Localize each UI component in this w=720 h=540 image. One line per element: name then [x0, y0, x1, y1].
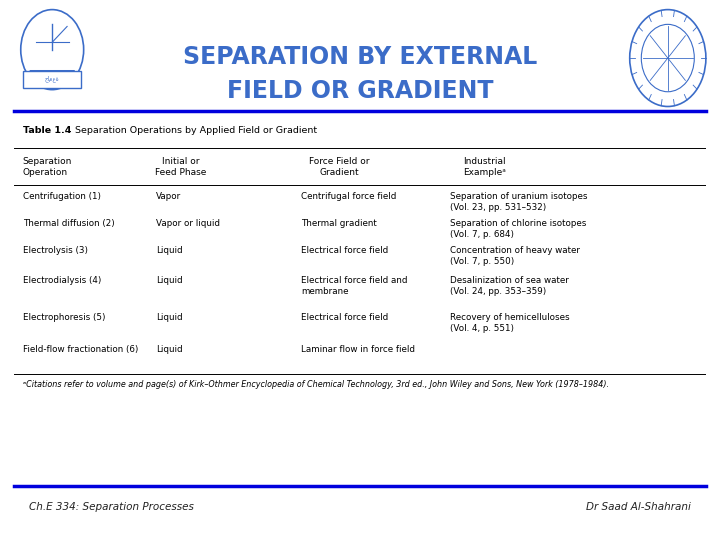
Text: Separation Operations by Applied Field or Gradient: Separation Operations by Applied Field o…	[66, 126, 317, 135]
Text: Liquid: Liquid	[156, 276, 183, 285]
Text: Electrolysis (3): Electrolysis (3)	[23, 246, 88, 255]
Text: Concentration of heavy water
(Vol. 7, p. 550): Concentration of heavy water (Vol. 7, p.…	[450, 246, 580, 266]
Text: Electrical force field: Electrical force field	[301, 246, 389, 255]
Text: Centrifugation (1): Centrifugation (1)	[23, 192, 101, 201]
Text: Thermal diffusion (2): Thermal diffusion (2)	[23, 219, 114, 228]
Text: FIELD OR GRADIENT: FIELD OR GRADIENT	[227, 79, 493, 103]
Text: Laminar flow in force field: Laminar flow in force field	[301, 345, 415, 354]
Text: Table 1.4: Table 1.4	[23, 126, 71, 135]
Text: Thermal gradient: Thermal gradient	[301, 219, 377, 228]
Text: Vapor or liquid: Vapor or liquid	[156, 219, 220, 228]
Bar	[23, 71, 81, 87]
Text: Recovery of hemicelluloses
(Vol. 4, p. 551): Recovery of hemicelluloses (Vol. 4, p. 5…	[450, 313, 570, 333]
Text: Liquid: Liquid	[156, 246, 183, 255]
Text: Separation
Operation: Separation Operation	[23, 157, 72, 178]
Text: جامعة: جامعة	[45, 76, 60, 83]
Text: Separation of uranium isotopes
(Vol. 23, pp. 531–532): Separation of uranium isotopes (Vol. 23,…	[450, 192, 588, 212]
Text: Electrophoresis (5): Electrophoresis (5)	[23, 313, 105, 322]
Text: Electrical force field: Electrical force field	[301, 313, 389, 322]
Text: Ch.E 334: Separation Processes: Ch.E 334: Separation Processes	[29, 502, 194, 511]
Text: Separation of chlorine isotopes
(Vol. 7, p. 684): Separation of chlorine isotopes (Vol. 7,…	[450, 219, 586, 239]
Text: Dr Saad Al-Shahrani: Dr Saad Al-Shahrani	[586, 502, 691, 511]
Text: Field-flow fractionation (6): Field-flow fractionation (6)	[23, 345, 138, 354]
Text: Industrial
Exampleᵃ: Industrial Exampleᵃ	[463, 157, 506, 178]
Text: ᵃCitations refer to volume and page(s) of Kirk–Othmer Encyclopedia of Chemical T: ᵃCitations refer to volume and page(s) o…	[23, 380, 608, 388]
Text: Initial or
Feed Phase: Initial or Feed Phase	[155, 157, 206, 178]
Text: Electrodialysis (4): Electrodialysis (4)	[23, 276, 101, 285]
Text: Vapor: Vapor	[156, 192, 181, 201]
Text: Centrifugal force field: Centrifugal force field	[301, 192, 397, 201]
Text: SEPARATION BY EXTERNAL: SEPARATION BY EXTERNAL	[183, 45, 537, 69]
Text: Liquid: Liquid	[156, 313, 183, 322]
Text: Force Field or
Gradient: Force Field or Gradient	[309, 157, 369, 178]
Text: Desalinization of sea water
(Vol. 24, pp. 353–359): Desalinization of sea water (Vol. 24, pp…	[450, 276, 569, 296]
Text: Electrical force field and
membrane: Electrical force field and membrane	[301, 276, 408, 296]
Text: Liquid: Liquid	[156, 345, 183, 354]
